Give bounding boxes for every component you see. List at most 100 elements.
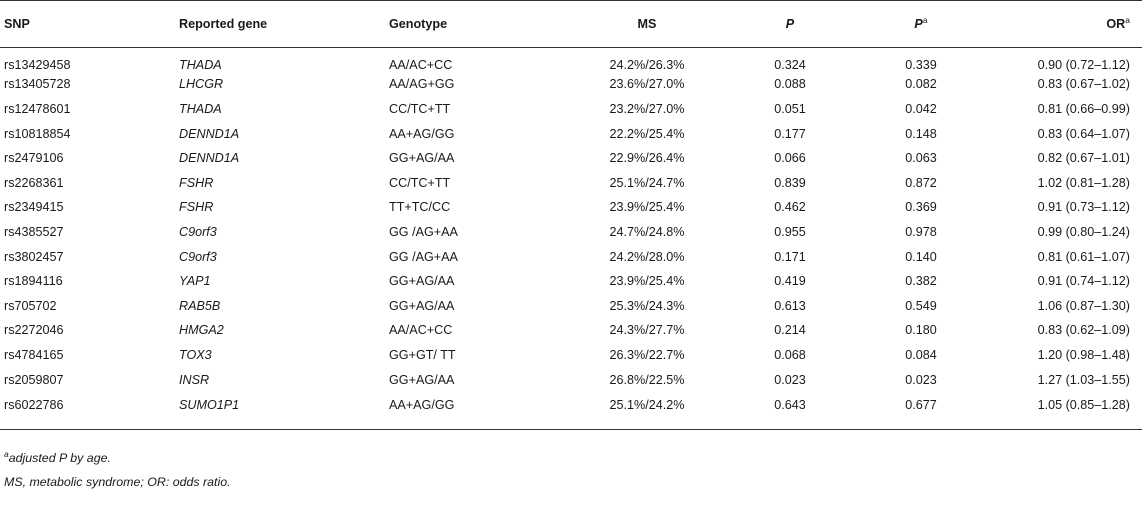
table-row: rs2059807 INSR GG+AG/AA 26.8%/22.5% 0.023 0.0… [0,367,1142,392]
cell-p-adjusted: 0.082 [905,77,937,92]
cell-snp: rs3802457 [4,249,64,264]
header-p: P [725,0,855,48]
cell-or: 0.99 (0.80–1.24) [1037,224,1130,239]
snp-association-table: SNP Reported gene Genotype MS P Pa ORa r… [0,0,1142,424]
cell-ms: 22.2%/25.4% [609,126,685,141]
cell-or: 1.20 (0.98–1.48) [1037,347,1130,362]
header-or: ORa [987,0,1142,48]
header-or-text: OR [1106,17,1126,31]
cell-or: 1.27 (1.03–1.55) [1037,372,1130,387]
header-row: SNP Reported gene Genotype MS P Pa ORa [0,0,1142,48]
cell-snp: rs13405728 [4,77,71,92]
cell-p: 0.419 [774,274,806,289]
table-bottom-rule [0,429,1142,430]
cell-snp: rs2349415 [4,200,64,215]
cell-reported-gene: THADA [179,57,222,72]
cell-p-adjusted: 0.382 [905,274,937,289]
cell-reported-gene: TOX3 [179,347,212,362]
cell-genotype: GG /AG+AA [389,249,458,264]
cell-or: 0.91 (0.73–1.12) [1037,200,1130,215]
cell-ms: 23.9%/25.4% [609,200,685,215]
cell-p: 0.088 [774,77,806,92]
cell-or: 0.90 (0.72–1.12) [1037,57,1130,72]
cell-p-adjusted: 0.872 [905,175,937,190]
cell-or: 1.06 (0.87–1.30) [1037,298,1130,313]
cell-snp: rs10818854 [4,126,71,141]
table-row: rs3802457 C9orf3 GG /AG+AA 24.2%/28.0% 0.171… [0,244,1142,269]
cell-or: 0.81 (0.66–0.99) [1037,101,1130,116]
cell-reported-gene: FSHR [179,200,214,215]
cell-snp: rs2059807 [4,372,64,387]
cell-or: 0.91 (0.74–1.12) [1037,274,1130,289]
cell-reported-gene: YAP1 [179,274,211,289]
cell-p: 0.177 [774,126,806,141]
cell-genotype: AA+AG/GG [389,126,455,141]
table-row: rs2272046 HMGA2 AA/AC+CC 24.3%/27.7% 0.214 0.… [0,318,1142,343]
cell-or: 0.83 (0.67–1.02) [1037,77,1130,92]
table-row: rs13429458 THADA AA/AC+CC 24.2%/26.3% 0.324 0… [0,48,1142,73]
cell-p-adjusted: 0.180 [905,323,937,338]
cell-p-adjusted: 0.369 [905,200,937,215]
header-snp: SNP [0,0,179,48]
cell-genotype: GG+AG/AA [389,372,455,387]
cell-reported-gene: INSR [179,372,210,387]
footnote-adjusted: aadjusted P by age. [4,450,111,465]
cell-p-adjusted: 0.978 [905,224,937,239]
cell-ms: 22.9%/26.4% [609,151,685,166]
table-row: rs4385527 C9orf3 GG /AG+AA 24.7%/24.8% 0.955… [0,220,1142,245]
cell-p-adjusted: 0.042 [905,101,937,116]
cell-genotype: CC/TC+TT [389,101,451,116]
cell-ms: 26.8%/22.5% [609,372,685,387]
table-row: rs12478601 THADA CC/TC+TT 23.2%/27.0% 0.051 0… [0,97,1142,122]
cell-genotype: GG /AG+AA [389,224,458,239]
cell-genotype: GG+AG/AA [389,298,455,313]
header-pa-sup: a [922,14,928,25]
table-row: rs6022786 SUMO1P1 AA+AG/GG 25.1%/24.2% 0.643… [0,392,1142,424]
cell-ms: 25.1%/24.2% [609,397,685,412]
cell-snp: rs4784165 [4,347,64,362]
cell-p: 0.023 [774,372,806,387]
cell-p: 0.214 [774,323,806,338]
cell-p: 0.462 [774,200,806,215]
cell-reported-gene: LHCGR [179,77,224,92]
cell-genotype: GG+GT/ TT [389,347,456,362]
cell-p-adjusted: 0.549 [905,298,937,313]
table-row: rs2479106 DENND1A GG+AG/AA 22.9%/26.4% 0.066… [0,146,1142,171]
cell-genotype: GG+AG/AA [389,274,455,289]
table-header: SNP Reported gene Genotype MS P Pa ORa [0,0,1142,48]
cell-genotype: CC/TC+TT [389,175,451,190]
cell-p-adjusted: 0.148 [905,126,937,141]
cell-snp: rs2272046 [4,323,64,338]
cell-genotype: AA/AC+CC [389,57,453,72]
cell-ms: 23.2%/27.0% [609,101,685,116]
cell-reported-gene: RAB5B [179,298,221,313]
cell-snp: rs705702 [4,298,57,313]
cell-reported-gene: THADA [179,101,222,116]
cell-or: 0.83 (0.64–1.07) [1037,126,1130,141]
cell-genotype: AA/AG+GG [389,77,455,92]
cell-snp: rs2268361 [4,175,64,190]
cell-p: 0.068 [774,347,806,362]
cell-genotype: TT+TC/CC [389,200,451,215]
footnote-abbreviations: MS, metabolic syndrome; OR: odds ratio. [4,475,231,489]
cell-genotype: AA/AC+CC [389,323,453,338]
cell-reported-gene: FSHR [179,175,214,190]
table-row: rs13405728 LHCGR AA/AG+GG 23.6%/27.0% 0.088 0… [0,72,1142,97]
header-p-text: P [785,17,795,31]
cell-reported-gene: SUMO1P1 [179,397,240,412]
header-reported-gene: Reported gene [179,0,389,48]
cell-snp: rs1894116 [4,274,63,289]
cell-p: 0.839 [774,175,806,190]
cell-or: 0.81 (0.61–1.07) [1037,249,1130,264]
table-body: rs13429458 THADA AA/AC+CC 24.2%/26.3% 0.324 0… [0,48,1142,424]
cell-reported-gene: C9orf3 [179,249,217,264]
cell-ms: 24.3%/27.7% [609,323,685,338]
cell-ms: 23.6%/27.0% [609,77,685,92]
cell-or: 0.83 (0.62–1.09) [1037,323,1130,338]
cell-p: 0.643 [774,397,806,412]
cell-p-adjusted: 0.339 [905,57,937,72]
cell-ms: 26.3%/22.7% [609,347,685,362]
header-genotype: Genotype [389,0,569,48]
table-row: rs705702 RAB5B GG+AG/AA 25.3%/24.3% 0.613 0.5… [0,293,1142,318]
